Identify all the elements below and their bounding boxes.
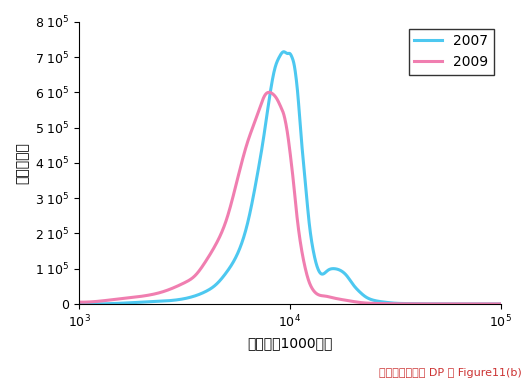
2009 <box>490 302 496 306</box>
2009 <box>238 164 244 169</box>
Line: 2009: 2009 <box>79 92 501 304</box>
2009 <box>256 108 262 112</box>
2009 <box>124 296 130 300</box>
2009 <box>76 300 82 304</box>
2007 <box>124 301 130 305</box>
2007 <box>238 244 244 248</box>
2007 <box>280 49 287 54</box>
2007 <box>497 302 504 306</box>
2007 <box>489 302 495 306</box>
2007 <box>149 299 155 304</box>
Line: 2007: 2007 <box>79 52 501 304</box>
Text: 参考：原図表は DP の Figure11(b): 参考：原図表は DP の Figure11(b) <box>379 368 522 378</box>
2007 <box>256 163 262 168</box>
X-axis label: 生産性（1000円）: 生産性（1000円） <box>247 336 333 350</box>
Legend: 2007, 2009: 2007, 2009 <box>408 29 494 75</box>
2009 <box>434 302 441 306</box>
Y-axis label: 布の分布率: 布の分布率 <box>15 142 29 184</box>
2009 <box>149 292 155 297</box>
2009 <box>497 302 504 306</box>
2009 <box>444 302 451 306</box>
2007 <box>444 302 450 306</box>
2009 <box>266 90 272 95</box>
2007 <box>76 302 82 306</box>
